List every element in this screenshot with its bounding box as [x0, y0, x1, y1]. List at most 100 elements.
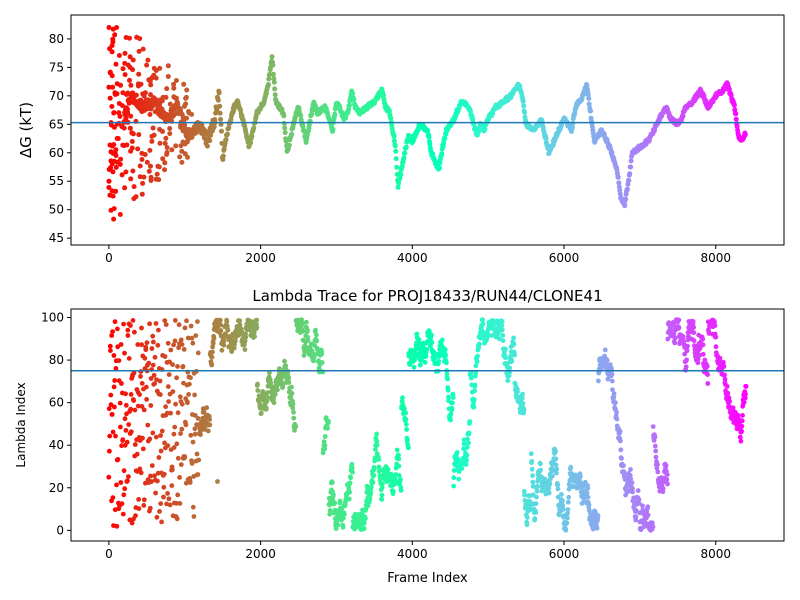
lambda-point [442, 347, 448, 353]
lambda-point [700, 351, 706, 357]
lambda-point [237, 318, 243, 324]
delta-g-point [127, 77, 132, 83]
lambda-point [500, 338, 506, 343]
lambda-point [144, 340, 150, 346]
lambda-point [663, 463, 669, 468]
delta-g-point [289, 131, 295, 137]
lambda-point [461, 441, 467, 447]
lambda-point [155, 342, 161, 348]
delta-g-point [156, 164, 162, 170]
lambda-point [636, 501, 642, 506]
delta-g-point [477, 126, 482, 132]
lambda-point [429, 340, 435, 345]
lambda-point [264, 395, 270, 401]
lambda-point [590, 526, 596, 532]
delta-g-point [167, 101, 173, 107]
lambda-point [628, 467, 633, 472]
lambda-point [221, 338, 227, 344]
delta-g-point [109, 73, 115, 79]
delta-g-point [178, 143, 184, 149]
lambda-point [224, 319, 230, 324]
lambda-point [424, 347, 430, 352]
delta-g-point [123, 169, 129, 175]
lambda-point [628, 476, 634, 482]
delta-g-point [396, 180, 401, 186]
delta-g-y-tick-label: 80 [49, 32, 64, 46]
delta-g-point [151, 132, 157, 138]
delta-g-point [157, 65, 163, 71]
lambda-point [157, 378, 163, 384]
delta-g-point [569, 124, 575, 130]
delta-g-point [437, 165, 442, 171]
delta-g-point [130, 131, 136, 137]
delta-g-point [117, 113, 123, 119]
lambda-point [131, 398, 137, 403]
lambda-point [404, 427, 409, 432]
lambda-point [122, 416, 128, 422]
lambda-point [286, 380, 292, 385]
lambda-y-tick-label: 40 [49, 438, 64, 452]
lambda-point [611, 391, 617, 396]
lambda-point [125, 478, 130, 484]
delta-g-point [482, 126, 488, 132]
lambda-point [446, 394, 451, 400]
lambda-point [207, 417, 213, 422]
lambda-point [448, 411, 454, 417]
delta-g-point [130, 57, 136, 63]
lambda-point [255, 381, 260, 387]
delta-g-point [146, 168, 152, 174]
lambda-point [172, 338, 178, 344]
lambda-point [730, 405, 736, 411]
delta-g-point [183, 95, 189, 101]
lambda-point [149, 479, 154, 484]
lambda-x-tick-label: 2000 [245, 547, 276, 561]
lambda-point [553, 456, 559, 462]
delta-g-y-tick-label: 65 [49, 117, 64, 131]
lambda-point [584, 490, 590, 496]
lambda-point [406, 445, 411, 451]
lambda-point [239, 329, 245, 335]
delta-g-point [136, 99, 141, 105]
lambda-point [471, 397, 477, 403]
lambda-point [417, 362, 423, 368]
delta-g-point [162, 167, 167, 173]
delta-g-point [143, 101, 149, 107]
delta-g-point [111, 158, 117, 164]
lambda-point [630, 489, 635, 495]
delta-g-point [112, 90, 118, 96]
lambda-point [119, 501, 125, 507]
lambda-point [148, 473, 153, 479]
delta-g-point [171, 81, 177, 87]
lambda-point [735, 412, 741, 418]
delta-g-point [616, 180, 622, 186]
lambda-point [464, 457, 469, 463]
lambda-point [193, 333, 199, 338]
delta-g-point [111, 216, 117, 222]
lambda-point [445, 387, 451, 393]
lambda-point [158, 433, 164, 438]
lambda-point [183, 422, 189, 428]
lambda-point [264, 399, 270, 404]
lambda-point [195, 319, 200, 324]
delta-g-point [135, 146, 141, 152]
delta-g-point [249, 133, 255, 139]
lambda-point [503, 346, 508, 352]
delta-g-point [163, 135, 169, 141]
lambda-point [640, 503, 645, 509]
lambda-point [125, 327, 131, 333]
lambda-point [520, 391, 525, 397]
delta-g-point [211, 124, 217, 130]
delta-g-point [136, 48, 142, 54]
lambda-point [538, 461, 543, 467]
lambda-point [182, 325, 188, 331]
delta-g-point [586, 96, 592, 101]
lambda-point [112, 378, 118, 383]
lambda-point [177, 394, 183, 400]
lambda-point [321, 439, 327, 445]
lambda-point [109, 333, 115, 338]
delta-g-point [425, 128, 431, 134]
delta-g-point [165, 115, 171, 121]
lambda-point [705, 372, 710, 377]
delta-g-point [272, 86, 278, 92]
lambda-point [725, 390, 731, 396]
